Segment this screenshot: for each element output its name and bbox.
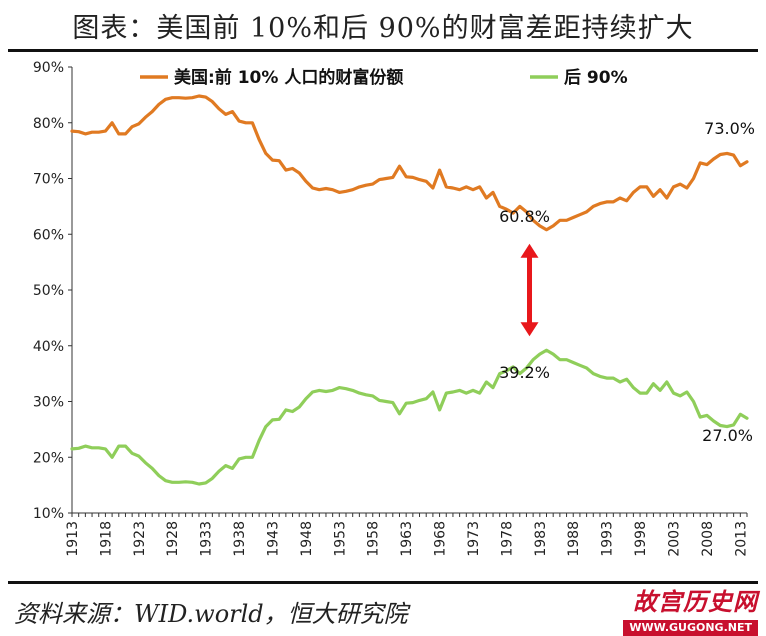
x-tick-label: 1933 bbox=[199, 521, 215, 557]
x-tick-label: 1958 bbox=[366, 521, 382, 557]
series-line-top10 bbox=[70, 94, 749, 232]
legend-item-top10-label: 美国:前 10% 人口的财富份额 bbox=[174, 67, 403, 88]
watermark-url: WWW.GUGONG.NET bbox=[623, 620, 758, 636]
x-tick-label: 1918 bbox=[98, 521, 114, 557]
source-note: 资料来源：WID.world，恒大研究院 bbox=[14, 600, 408, 628]
x-tick-label: 1948 bbox=[299, 521, 315, 557]
y-tick-label: 60% bbox=[33, 227, 64, 243]
data-label: 27.0% bbox=[702, 426, 753, 445]
x-tick-label: 1973 bbox=[466, 521, 482, 557]
data-label: 39.2% bbox=[499, 363, 550, 382]
gap-arrow-head-up bbox=[520, 243, 539, 258]
y-tick-label: 90% bbox=[33, 60, 64, 76]
x-tick-label: 1938 bbox=[232, 521, 248, 557]
watermark-text: 故宫历史网 bbox=[633, 588, 758, 616]
x-tick-label: 1953 bbox=[332, 521, 348, 557]
chart-svg: 10% 20% 30% 40% 50% 60% 70% 80% 90% 1913 1918 1923 1… bbox=[33, 60, 755, 557]
title-divider bbox=[8, 49, 758, 52]
bottom-divider bbox=[8, 581, 758, 584]
data-label: 73.0% bbox=[704, 119, 755, 138]
x-tick-label: 1923 bbox=[132, 521, 148, 557]
watermark-logo: 故宫历史网 WWW.GUGONG.NET bbox=[623, 588, 758, 636]
x-tick-label: 1963 bbox=[399, 521, 415, 557]
x-tick-label: 1978 bbox=[499, 521, 515, 557]
x-tick-label: 1928 bbox=[165, 521, 181, 557]
y-tick-label: 40% bbox=[33, 339, 64, 355]
chart-title: 图表：美国前 10%和后 90%的财富差距持续扩大 bbox=[72, 13, 694, 44]
x-tick-label: 1998 bbox=[633, 521, 649, 557]
y-tick-label: 10% bbox=[33, 506, 64, 522]
gap-arrow-head-down bbox=[520, 322, 539, 337]
y-tick-label: 20% bbox=[33, 450, 64, 466]
y-tick-label: 80% bbox=[33, 116, 64, 132]
series-line-bottom90 bbox=[70, 348, 749, 486]
x-tick-label: 1983 bbox=[533, 521, 549, 557]
x-tick-label: 2013 bbox=[733, 521, 749, 557]
x-tick-label: 1993 bbox=[600, 521, 616, 557]
x-tick-label: 2003 bbox=[666, 521, 682, 557]
y-tick-label: 30% bbox=[33, 395, 64, 411]
x-tick-label: 2008 bbox=[700, 521, 716, 557]
x-tick-label: 1988 bbox=[566, 521, 582, 557]
x-tick-label: 1913 bbox=[65, 521, 81, 557]
x-tick-label: 1943 bbox=[265, 521, 281, 557]
data-label: 60.8% bbox=[499, 207, 550, 226]
y-tick-label: 50% bbox=[33, 283, 64, 299]
legend-item-bottom90-label: 后 90% bbox=[564, 68, 628, 88]
x-tick-label: 1968 bbox=[433, 521, 449, 557]
y-tick-label: 70% bbox=[33, 172, 64, 188]
